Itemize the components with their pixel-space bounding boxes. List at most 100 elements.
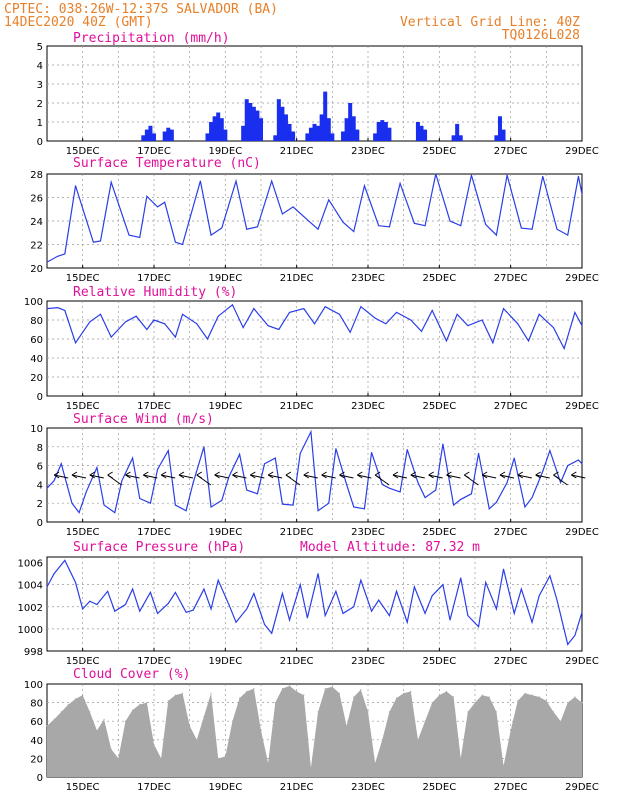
series-point <box>470 174 472 176</box>
series-point <box>228 604 230 606</box>
series-point <box>360 579 362 581</box>
series-point <box>196 323 198 325</box>
cloud-cover-point <box>517 700 519 702</box>
wind-arrow-shaft <box>571 474 586 479</box>
precip-bar <box>348 103 353 141</box>
y-tick-label: 20 <box>30 754 43 765</box>
series-point <box>289 619 291 621</box>
series-point <box>349 331 351 333</box>
series-point <box>317 573 319 575</box>
wind-arrow-head <box>374 471 381 479</box>
wind-arrow-shaft <box>250 474 265 479</box>
precip-bar <box>423 129 428 141</box>
header-datetime: 14DEC2020 40Z (GMT) <box>4 15 153 30</box>
series-point <box>157 468 159 470</box>
wind-arrow-head <box>196 471 203 479</box>
cloud-cover-point <box>253 688 255 690</box>
x-tick-label: 19DEC <box>208 273 242 284</box>
precip-bar <box>280 106 285 141</box>
series-point <box>449 619 451 621</box>
series-point <box>174 241 176 243</box>
series-point <box>53 480 55 482</box>
series-point <box>556 228 558 230</box>
series-point <box>335 448 337 450</box>
y-tick-label: 100 <box>24 680 43 691</box>
wind-arrow-head <box>410 471 417 479</box>
series-point <box>146 195 148 197</box>
series-point <box>75 581 77 583</box>
x-tick-label: 21DEC <box>280 273 314 284</box>
series-point <box>256 493 258 495</box>
series-line <box>47 559 582 646</box>
series-point <box>146 329 148 330</box>
series-point <box>317 228 319 230</box>
cloud-cover-point <box>410 690 412 693</box>
series-point <box>460 577 462 579</box>
series-point <box>513 612 515 614</box>
wind-arrow-shaft <box>392 474 408 479</box>
wind-arrow-shaft <box>428 474 443 479</box>
wind-arrow-shaft <box>232 474 247 479</box>
precip-bar <box>376 122 381 141</box>
series-point <box>495 234 497 236</box>
cloud-cover-point <box>374 762 376 764</box>
series-point <box>192 482 194 484</box>
wind-arrow-head <box>267 471 274 479</box>
series-point <box>306 219 308 221</box>
series-point <box>396 590 398 592</box>
cloud-cover-point <box>538 696 540 698</box>
series-point <box>139 610 141 612</box>
wind-arrow-head <box>553 471 559 479</box>
series-point <box>299 452 301 454</box>
wind-arrow-head <box>107 471 113 479</box>
wind-arrow-shaft <box>446 474 461 479</box>
precip-bar <box>219 118 224 141</box>
x-tick-label: 25DEC <box>422 527 456 538</box>
cloud-cover-point <box>438 694 440 696</box>
wind-arrow-shaft <box>71 474 87 479</box>
precip-bar <box>212 116 217 141</box>
series-point <box>253 308 255 310</box>
wind-arrow-head <box>339 471 345 479</box>
series-point <box>467 325 469 327</box>
cloud-cover-point <box>74 698 77 700</box>
series-point <box>317 510 319 512</box>
precip-bar <box>152 133 156 141</box>
x-tick-label: 25DEC <box>422 273 456 284</box>
cloud-cover-point <box>210 692 212 694</box>
cloud-cover-point <box>431 702 433 704</box>
series-point <box>549 450 551 452</box>
y-tick-label: 10 <box>30 424 43 435</box>
series-point <box>110 181 112 183</box>
series-point <box>64 559 66 561</box>
series-point <box>246 228 248 230</box>
series-point <box>581 193 583 195</box>
x-tick-label: 15DEC <box>66 401 100 412</box>
x-tick-label: 17DEC <box>137 527 171 538</box>
series-point <box>574 635 576 637</box>
wind-arrow-shaft <box>54 474 69 479</box>
wind-arrow-shaft <box>499 474 515 479</box>
x-tick-label: 19DEC <box>208 527 242 538</box>
precip-bar <box>501 129 506 141</box>
cloud-cover-point <box>552 711 555 713</box>
series-point <box>581 325 583 327</box>
series-point <box>210 234 212 236</box>
cloud-cover-point <box>60 711 62 713</box>
x-tick-label: 21DEC <box>280 782 314 793</box>
wind-arrow-head <box>125 471 131 479</box>
series-point <box>567 234 569 236</box>
y-tick-label: 80 <box>30 316 43 327</box>
x-tick-label: 23DEC <box>351 782 385 793</box>
x-tick-label: 27DEC <box>494 527 528 538</box>
series-point <box>478 452 480 454</box>
series-point <box>281 213 283 215</box>
cloud-cover-point <box>53 718 55 720</box>
series-point <box>78 512 80 514</box>
x-tick-label: 27DEC <box>494 401 528 412</box>
series-point <box>574 311 576 313</box>
y-tick-label: 1004 <box>18 581 43 592</box>
series-point <box>445 340 447 342</box>
precip-bar <box>162 131 167 141</box>
panel-title: Surface Wind (m/s) <box>73 412 214 427</box>
